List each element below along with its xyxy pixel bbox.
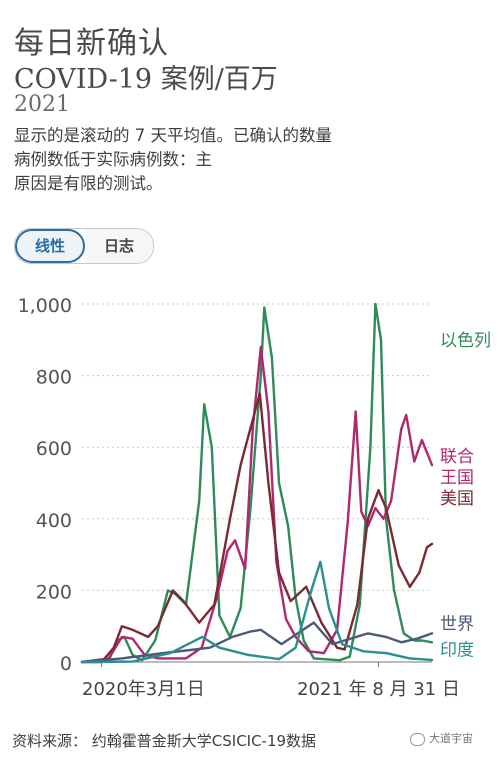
series-label: 联合 (440, 447, 474, 467)
description-line-1: 显示的是滚动的 7 天平均值。已确认的数量 (14, 126, 332, 145)
series-line-1 (80, 345, 434, 664)
wechat-icon (410, 732, 425, 746)
watermark: 大道宇宙 (410, 730, 473, 746)
description-line-3: 原因是有限的测试。 (14, 174, 163, 193)
series-line-2 (80, 392, 434, 664)
chart-title: 每日新确认 (14, 26, 169, 61)
data-source: 资料来源： 约翰霍普金斯大学CSICIC-19数据 (12, 732, 317, 750)
y-tick-label: 800 (36, 367, 72, 389)
y-tick-label: 0 (60, 653, 72, 675)
y-tick-label: 200 (36, 581, 72, 603)
chart-subtitle: COVID-19 案例/百万 (14, 64, 278, 95)
x-tick-label: 2021 年 8 月 31 日 (297, 679, 460, 700)
series-label: 印度 (440, 641, 474, 661)
x-tick-label: 2020年3月1日 (82, 679, 205, 700)
series-label: 以色列 (440, 331, 491, 351)
line-chart: 0 200 400 600 800 1,000 2020年3月1日 2021 年 8 月 31… (18, 295, 491, 700)
y-tick-label: 1,000 (18, 295, 72, 317)
chart-year: 2021 (14, 92, 70, 117)
series-line-0 (80, 302, 434, 664)
watermark-text: 大道宇宙 (429, 732, 473, 745)
log-scale-button[interactable]: 日志 (85, 229, 153, 263)
description-line-2: 病例数低于实际病例数：主 (14, 150, 212, 169)
y-tick-label: 400 (36, 510, 72, 532)
y-tick-label: 600 (36, 438, 72, 460)
series-label: 世界 (440, 614, 474, 634)
series-line-4 (80, 560, 434, 664)
series-label: 美国 (440, 489, 474, 509)
scale-toggle: 线性 日志 (14, 228, 154, 264)
series-label: 王国 (440, 468, 474, 488)
linear-scale-button[interactable]: 线性 (15, 229, 85, 263)
chart-description: 显示的是滚动的 7 天平均值。已确认的数量 病例数低于实际病例数：主 原因是有限… (14, 124, 484, 196)
